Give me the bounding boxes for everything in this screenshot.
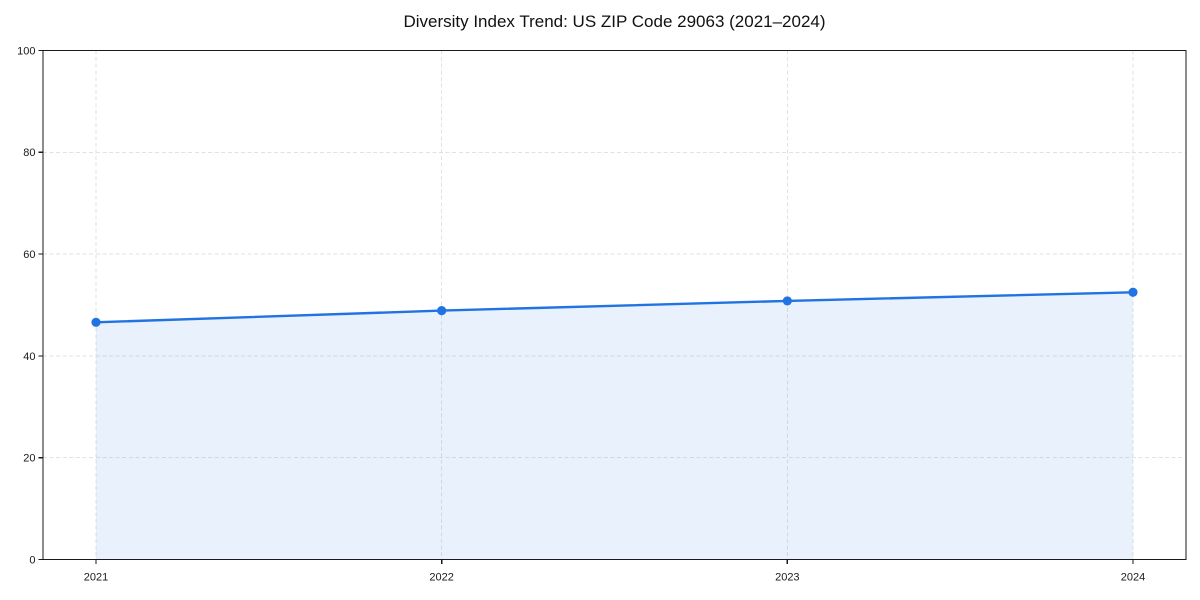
x-tick-label: 2024 <box>1121 572 1145 584</box>
y-tick-label: 100 <box>17 45 35 57</box>
y-tick-label: 80 <box>23 147 35 159</box>
data-point <box>437 305 447 316</box>
chart-title: Diversity Index Trend: US ZIP Code 29063… <box>403 12 826 31</box>
y-tick-label: 40 <box>23 351 35 363</box>
data-point <box>1128 287 1138 297</box>
y-tick-label: 20 <box>23 453 35 465</box>
y-tick-label: 60 <box>23 249 35 261</box>
data-point <box>91 317 101 327</box>
x-tick-label: 2023 <box>775 572 799 584</box>
plot-border <box>42 49 1187 561</box>
y-tick-label: 0 <box>29 554 35 566</box>
x-tick-label: 2022 <box>429 572 453 584</box>
x-tick-label: 2021 <box>84 572 108 584</box>
data-point <box>782 296 792 306</box>
area-fill <box>96 292 1133 560</box>
trend-line <box>94 291 1135 324</box>
